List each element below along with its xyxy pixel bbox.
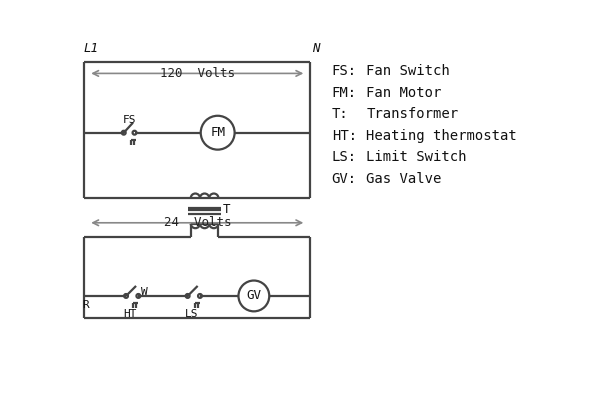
Text: HT: HT [123, 310, 137, 320]
Text: N: N [312, 42, 319, 55]
Text: 24  Volts: 24 Volts [163, 216, 231, 229]
Text: FM: FM [210, 126, 225, 139]
Text: Limit Switch: Limit Switch [366, 150, 467, 164]
Text: Gas Valve: Gas Valve [366, 172, 442, 186]
Text: Heating thermostat: Heating thermostat [366, 129, 517, 143]
Text: T: T [222, 203, 230, 216]
Text: Transformer: Transformer [366, 107, 458, 121]
Text: FS: FS [123, 115, 136, 125]
Text: HT:: HT: [332, 129, 357, 143]
Text: Fan Switch: Fan Switch [366, 64, 450, 78]
Text: T:: T: [332, 107, 348, 121]
Text: LS:: LS: [332, 150, 357, 164]
Text: LS: LS [185, 310, 198, 320]
Text: FS:: FS: [332, 64, 357, 78]
Text: W: W [140, 287, 148, 297]
Text: R: R [82, 300, 88, 310]
Text: 120  Volts: 120 Volts [160, 67, 235, 80]
Text: GV: GV [247, 290, 261, 302]
Text: FM:: FM: [332, 86, 357, 100]
Text: Fan Motor: Fan Motor [366, 86, 442, 100]
Text: GV:: GV: [332, 172, 357, 186]
Text: L1: L1 [84, 42, 99, 55]
